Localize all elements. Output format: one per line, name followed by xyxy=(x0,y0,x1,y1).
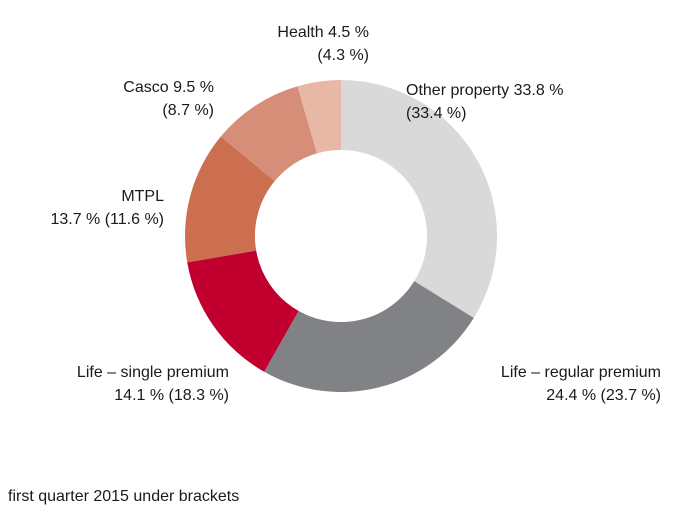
slice-label-line: Other property 33.8 % xyxy=(406,82,563,99)
slice-label-health: Health 4.5 % (4.3 %) xyxy=(277,24,369,64)
slice-label-line: Life – regular premium xyxy=(501,364,661,381)
slice-mtpl xyxy=(184,136,275,263)
slice-label-line: 24.4 % (23.7 %) xyxy=(546,387,661,404)
slice-health xyxy=(297,80,341,154)
slice-label-other-property: Other property 33.8 % (33.4 %) xyxy=(406,82,563,122)
slice-other-property xyxy=(341,80,497,318)
footnote: first quarter 2015 under brackets xyxy=(8,488,240,505)
slice-casco xyxy=(220,86,318,182)
slice-label-line: (4.3 %) xyxy=(317,47,369,64)
slice-labels: Other property 33.8 % (33.4 %) Life – regu… xyxy=(50,24,661,404)
slice-label-life-single-premium: Life – single premium 14.1 % (18.3 %) xyxy=(77,364,229,404)
slice-label-line: 13.7 % (11.6 %) xyxy=(50,211,164,228)
slice-label-line: (33.4 %) xyxy=(406,105,466,122)
slice-label-line: 14.1 % (18.3 %) xyxy=(114,387,229,404)
donut-hole xyxy=(255,150,427,322)
slice-label-line: Casco 9.5 % xyxy=(123,79,214,96)
slice-life-regular-premium xyxy=(264,281,474,392)
slice-life-single-premium xyxy=(187,250,299,372)
slice-label-mtpl: MTPL 13.7 % (11.6 %) xyxy=(50,188,164,228)
slice-label-line: Life – single premium xyxy=(77,364,229,381)
slice-label-line: Health 4.5 % xyxy=(277,24,369,41)
donut-slices xyxy=(184,80,497,392)
slice-label-line: (8.7 %) xyxy=(162,102,214,119)
slice-label-life-regular-premium: Life – regular premium 24.4 % (23.7 %) xyxy=(501,364,661,404)
slice-label-line: MTPL xyxy=(121,188,164,205)
slice-label-casco: Casco 9.5 % (8.7 %) xyxy=(123,79,214,119)
